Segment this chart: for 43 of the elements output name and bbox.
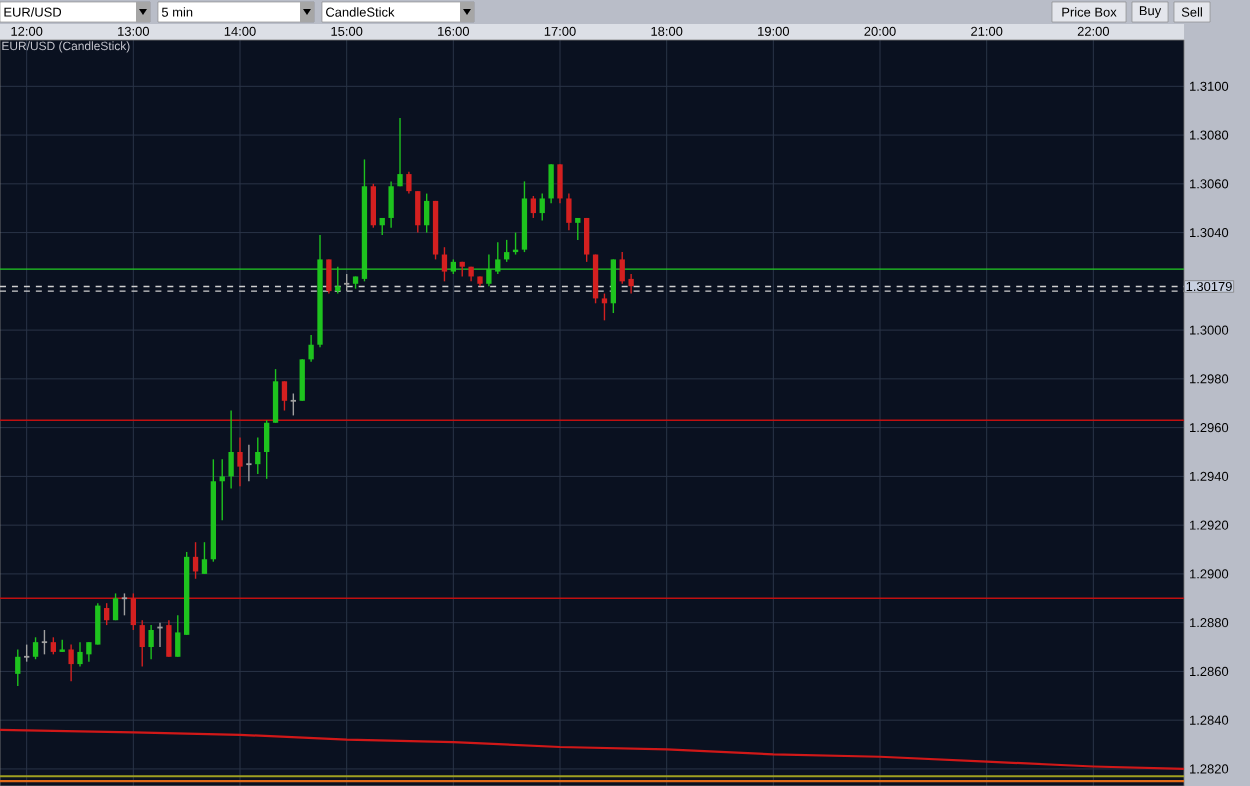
candlestick (219, 458, 225, 521)
candlestick (530, 195, 537, 219)
candlestick (441, 246, 448, 283)
candlestick (264, 419, 270, 480)
line-series (0, 728, 1186, 771)
candlestick (139, 619, 145, 668)
candlestick (424, 192, 430, 234)
candlestick (504, 239, 510, 263)
candlestick (245, 443, 253, 482)
candlestick (112, 592, 119, 621)
candlestick (584, 217, 590, 263)
candlestick (415, 190, 421, 234)
candlestick (237, 436, 243, 487)
candlestick (299, 358, 305, 402)
candlestick (308, 334, 314, 363)
candlestick (289, 392, 297, 417)
candlestick (104, 602, 110, 626)
candlestick (406, 170, 412, 195)
candlestick (539, 192, 545, 222)
candlestick (40, 629, 49, 656)
candlestick (557, 163, 563, 205)
candlestick (148, 624, 154, 660)
candlestick (201, 541, 208, 575)
candlestick (166, 619, 172, 658)
candlestick (228, 409, 234, 490)
candlestick (397, 117, 403, 187)
candlestick (15, 648, 21, 687)
candlestick (68, 643, 74, 682)
candlestick (326, 258, 332, 295)
candlestick (592, 253, 599, 304)
candlestick (281, 380, 288, 412)
candlestick (548, 163, 554, 205)
candlestick (130, 592, 136, 631)
candlestick (192, 541, 199, 580)
candlestick (175, 614, 181, 658)
candlestick (32, 636, 39, 660)
candlestick (272, 368, 279, 424)
candlestick (255, 436, 261, 475)
candlestick (601, 292, 608, 322)
candlestick (566, 192, 572, 231)
candlestick (370, 183, 376, 229)
candlestick (120, 592, 129, 617)
candlestick (388, 180, 394, 229)
